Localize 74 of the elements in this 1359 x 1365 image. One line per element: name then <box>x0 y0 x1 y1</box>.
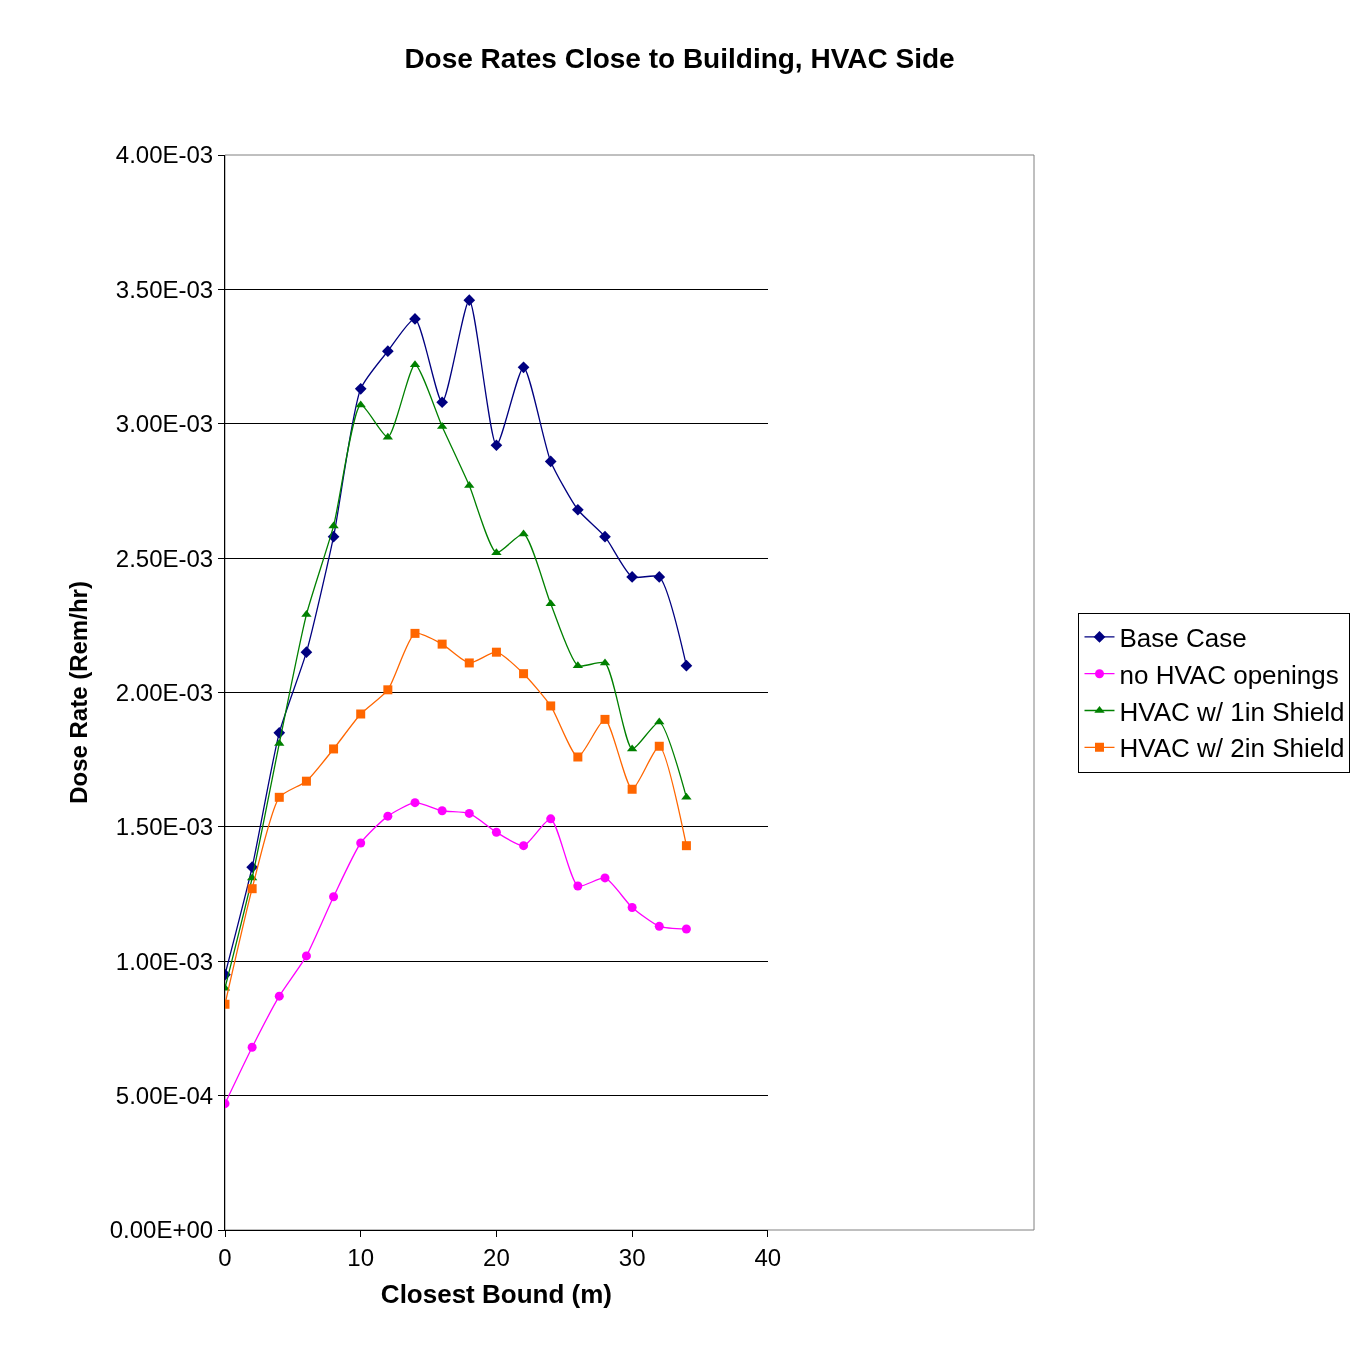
y-axis-title: Dose Rate (Rem/hr) <box>64 581 92 804</box>
point <box>519 669 529 679</box>
point <box>410 798 420 808</box>
point <box>247 884 257 894</box>
x-tick-label: 20 <box>483 1243 510 1271</box>
y-tick-label: 5.00E-04 <box>115 1082 214 1110</box>
point <box>545 599 556 607</box>
y-tick-label: 1.00E-03 <box>115 947 214 975</box>
point <box>681 841 691 851</box>
point <box>491 827 501 837</box>
point <box>680 659 693 672</box>
point <box>654 717 665 725</box>
point <box>356 709 366 719</box>
point <box>354 382 367 395</box>
point <box>328 521 339 529</box>
point <box>654 741 664 751</box>
point <box>627 784 637 794</box>
point <box>410 628 420 638</box>
legend-label: HVAC w/ 1in Shield <box>1119 696 1345 727</box>
point <box>464 808 474 818</box>
point <box>437 806 447 816</box>
point <box>463 294 476 306</box>
x-tick-label: 40 <box>754 1243 782 1271</box>
x-tick-label: 0 <box>218 1243 232 1271</box>
point <box>518 529 529 537</box>
point <box>572 503 584 516</box>
point <box>600 873 610 883</box>
point <box>274 792 284 802</box>
point <box>600 714 610 724</box>
y-tick-label: 2.50E-03 <box>115 544 214 572</box>
point <box>383 811 393 821</box>
point <box>300 646 313 659</box>
x-tick-label: 10 <box>347 1243 375 1271</box>
y-tick-label: 1.50E-03 <box>115 813 214 841</box>
point <box>301 776 311 786</box>
y-tick-label: 3.50E-03 <box>115 275 214 303</box>
point <box>654 921 664 931</box>
point <box>383 685 393 695</box>
point <box>573 881 583 891</box>
y-tick-label: 2.00E-03 <box>115 678 214 706</box>
legend-label: Base Case <box>1119 623 1247 654</box>
point <box>653 571 666 583</box>
point <box>436 396 448 409</box>
y-tick-label: 4.00E-03 <box>115 141 214 169</box>
point <box>546 701 556 711</box>
point <box>491 647 501 657</box>
y-tick-label: 3.00E-03 <box>115 410 214 438</box>
legend-label: no HVAC openings <box>1119 659 1339 690</box>
point <box>437 639 447 649</box>
point <box>546 814 556 824</box>
point <box>627 903 637 912</box>
point <box>329 744 339 754</box>
point <box>490 439 503 452</box>
point <box>329 892 339 902</box>
x-axis-title: Closest Bound (m) <box>380 1279 612 1310</box>
point <box>517 361 530 374</box>
point <box>626 571 638 583</box>
chart-title: Dose Rates Close to Building, HVAC Side <box>404 43 955 75</box>
point <box>464 658 474 668</box>
point <box>544 455 557 468</box>
y-tick-label: 0.00E+00 <box>109 1216 214 1244</box>
point <box>356 838 366 848</box>
point <box>301 951 311 961</box>
point <box>274 991 284 1001</box>
legend-label: HVAC w/ 2in Shield <box>1119 733 1345 764</box>
x-tick-label: 30 <box>618 1243 646 1271</box>
point <box>382 345 394 358</box>
point <box>519 841 529 851</box>
point <box>681 792 692 800</box>
point <box>573 752 583 762</box>
point <box>247 1042 257 1052</box>
point <box>599 530 611 543</box>
point <box>355 400 366 408</box>
point <box>681 924 691 934</box>
